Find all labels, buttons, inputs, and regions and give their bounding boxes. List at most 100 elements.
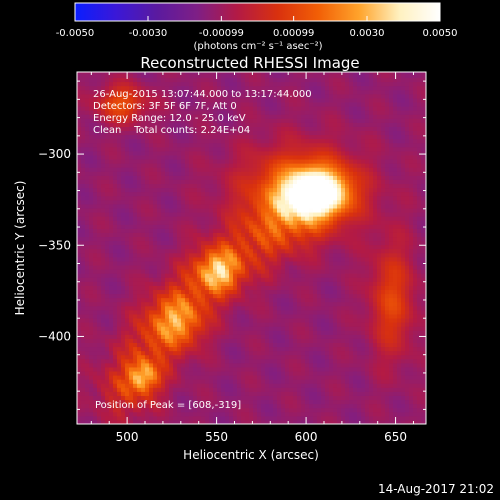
heatmap-pixel	[217, 403, 222, 409]
heatmap-pixel	[253, 228, 258, 233]
heatmap-pixel	[277, 97, 282, 103]
heatmap-pixel	[133, 277, 138, 282]
heatmap-pixel	[217, 240, 222, 246]
heatmap-pixel	[253, 163, 258, 168]
heatmap-pixel	[281, 171, 286, 176]
heatmap-pixel	[177, 350, 182, 356]
heatmap-pixel	[165, 118, 170, 123]
heatmap-pixel	[225, 411, 230, 417]
heatmap-pixel	[201, 330, 206, 335]
heatmap-pixel	[285, 387, 290, 392]
heatmap-pixel	[133, 228, 138, 233]
heatmap-pixel	[125, 309, 130, 315]
heatmap-pixel	[77, 220, 82, 225]
heatmap-pixel	[217, 195, 222, 201]
heatmap-pixel	[129, 289, 134, 295]
heatmap-pixel	[185, 142, 190, 148]
heatmap-pixel	[85, 362, 90, 368]
heatmap-pixel	[245, 77, 250, 83]
heatmap-pixel	[141, 207, 146, 213]
heatmap-pixel	[273, 260, 278, 266]
heatmap-pixel	[177, 106, 182, 111]
heatmap-pixel	[233, 391, 238, 396]
heatmap-pixel	[157, 126, 162, 132]
heatmap-pixel	[121, 216, 126, 221]
heatmap-pixel	[185, 354, 190, 360]
heatmap-pixel	[257, 415, 262, 421]
heatmap-pixel	[141, 114, 146, 119]
heatmap-pixel	[173, 387, 178, 392]
heatmap-pixel	[129, 358, 134, 364]
heatmap-pixel	[189, 277, 194, 282]
heatmap-pixel	[133, 216, 138, 221]
heatmap-pixel	[93, 203, 98, 209]
heatmap-pixel	[133, 399, 138, 405]
heatmap-pixel	[205, 419, 210, 424]
heatmap-pixel	[161, 106, 166, 111]
heatmap-pixel	[93, 212, 98, 217]
heatmap-pixel	[145, 260, 150, 266]
heatmap-pixel	[289, 195, 294, 201]
heatmap-pixel	[261, 89, 266, 95]
heatmap-pixel	[213, 305, 218, 311]
heatmap-pixel	[121, 171, 126, 176]
heatmap-pixel	[257, 350, 262, 356]
heatmap-pixel	[77, 326, 82, 331]
heatmap-pixel	[125, 387, 130, 392]
heatmap-pixel	[213, 371, 218, 376]
heatmap-pixel	[229, 199, 234, 205]
heatmap-pixel	[253, 118, 258, 123]
heatmap-pixel	[185, 106, 190, 111]
heatmap-pixel	[153, 281, 158, 286]
heatmap-pixel	[213, 334, 218, 339]
heatmap-pixel	[281, 154, 286, 160]
heatmap-pixel	[145, 338, 150, 343]
heatmap-pixel	[137, 183, 142, 189]
heatmap-pixel	[261, 350, 266, 356]
heatmap-pixel	[253, 419, 258, 424]
heatmap-pixel	[125, 322, 130, 327]
heatmap-pixel	[225, 293, 230, 299]
heatmap-pixel	[225, 207, 230, 213]
heatmap-pixel	[89, 346, 94, 352]
heatmap-pixel	[213, 256, 218, 262]
heatmap-pixel	[205, 142, 210, 148]
heatmap-pixel	[97, 73, 102, 79]
heatmap-pixel	[233, 122, 238, 127]
heatmap-pixel	[273, 375, 278, 380]
heatmap-pixel	[217, 77, 222, 83]
heatmap-pixel	[221, 212, 226, 217]
heatmap-pixel	[125, 395, 130, 401]
heatmap-pixel	[181, 195, 186, 201]
heatmap-pixel	[105, 195, 110, 201]
heatmap-pixel	[273, 285, 278, 291]
heatmap-pixel	[117, 232, 122, 238]
heatmap-pixel	[269, 85, 274, 91]
heatmap-pixel	[257, 322, 262, 327]
heatmap-pixel	[301, 154, 306, 160]
heatmap-pixel	[249, 167, 254, 172]
heatmap-pixel	[201, 322, 206, 327]
heatmap-pixel	[221, 387, 226, 392]
heatmap-pixel	[93, 154, 98, 160]
heatmap-pixel	[237, 191, 242, 197]
heatmap-pixel	[117, 163, 122, 168]
heatmap-pixel	[129, 354, 134, 360]
heatmap-pixel	[245, 399, 250, 405]
heatmap-pixel	[133, 81, 138, 87]
heatmap-pixel	[185, 395, 190, 401]
heatmap-pixel	[109, 126, 114, 132]
heatmap-pixel	[217, 334, 222, 339]
heatmap-pixel	[113, 220, 118, 225]
heatmap-pixel	[201, 146, 206, 152]
heatmap-pixel	[225, 216, 230, 221]
heatmap-pixel	[273, 171, 278, 176]
heatmap-pixel	[85, 379, 90, 384]
heatmap-pixel	[181, 334, 186, 339]
heatmap-pixel	[221, 346, 226, 352]
heatmap-pixel	[165, 366, 170, 372]
heatmap-pixel	[285, 411, 290, 417]
heatmap-pixel	[193, 375, 198, 380]
heatmap-pixel	[81, 73, 86, 79]
heatmap-pixel	[117, 142, 122, 148]
